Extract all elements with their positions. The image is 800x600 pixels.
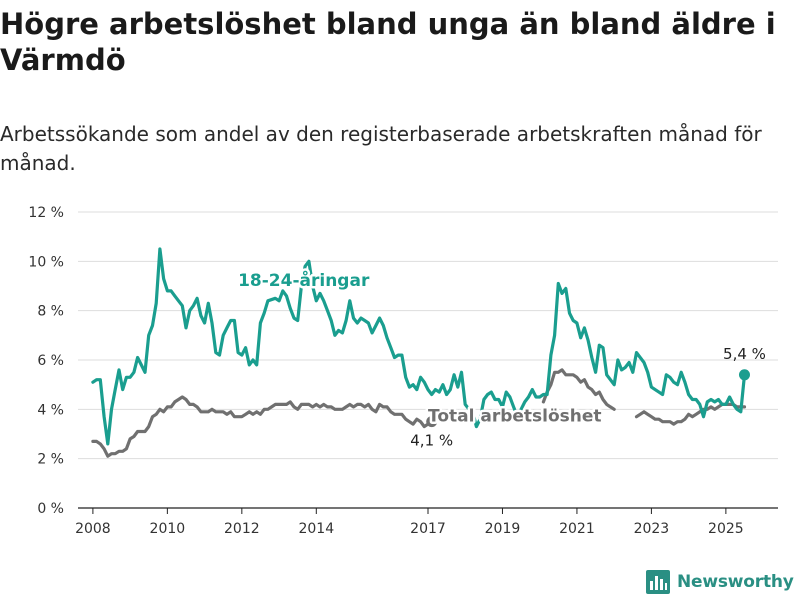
series-name-label: Total arbetslöshet [428, 407, 602, 427]
brand-logo: Newsworthy [646, 570, 794, 594]
series-end-label: 4,1 % [410, 432, 453, 450]
bar-chart-logo-icon [646, 570, 670, 594]
x-tick-label: 2019 [485, 521, 521, 537]
x-tick-label: 2025 [708, 521, 744, 537]
y-tick-label: 4 % [37, 402, 64, 418]
y-tick-label: 8 % [37, 304, 64, 320]
y-tick-label: 2 % [37, 452, 64, 468]
series-name-label: 18-24-åringar [238, 269, 370, 291]
x-tick-label: 2017 [410, 521, 446, 537]
x-tick-label: 2023 [634, 521, 670, 537]
page-subtitle: Arbetssökande som andel av den registerb… [0, 122, 762, 175]
label-layer: 5,4 %4,1 %18-24-åringar18-24-åringarTota… [236, 267, 766, 450]
grid-layer: 0 % 2 % 4 % 6 % 8 % 10 % 12 % 2008 2010 2012 2014 2… [28, 205, 778, 537]
series-line [541, 368, 616, 411]
x-tick-label: 2014 [298, 521, 334, 537]
y-tick-label: 10 % [28, 254, 64, 270]
series-line [634, 402, 747, 426]
series-end-point [426, 416, 438, 428]
series-layer [91, 247, 747, 458]
brand-name: Newsworthy [677, 572, 794, 592]
y-tick-label: 12 % [28, 205, 64, 221]
series-name-label-halo: Total arbetslöshet [428, 407, 602, 427]
line-chart: 0 % 2 % 4 % 6 % 8 % 10 % 12 % 2008 2010 2012 2014 2… [28, 205, 778, 537]
series-line [91, 395, 434, 458]
series-name-label-halo: 18-24-åringar [238, 269, 370, 291]
y-tick-label: 0 % [37, 501, 64, 517]
series-end-point [738, 369, 750, 381]
x-tick-label: 2021 [559, 521, 595, 537]
x-tick-label: 2010 [150, 521, 186, 537]
x-tick-label: 2008 [75, 521, 111, 537]
series-line [91, 247, 747, 446]
y-tick-label: 6 % [37, 353, 64, 369]
x-tick-label: 2012 [224, 521, 260, 537]
page-title: Högre arbetslöshet bland unga än bland ä… [0, 7, 776, 77]
series-end-label: 5,4 % [723, 345, 766, 363]
